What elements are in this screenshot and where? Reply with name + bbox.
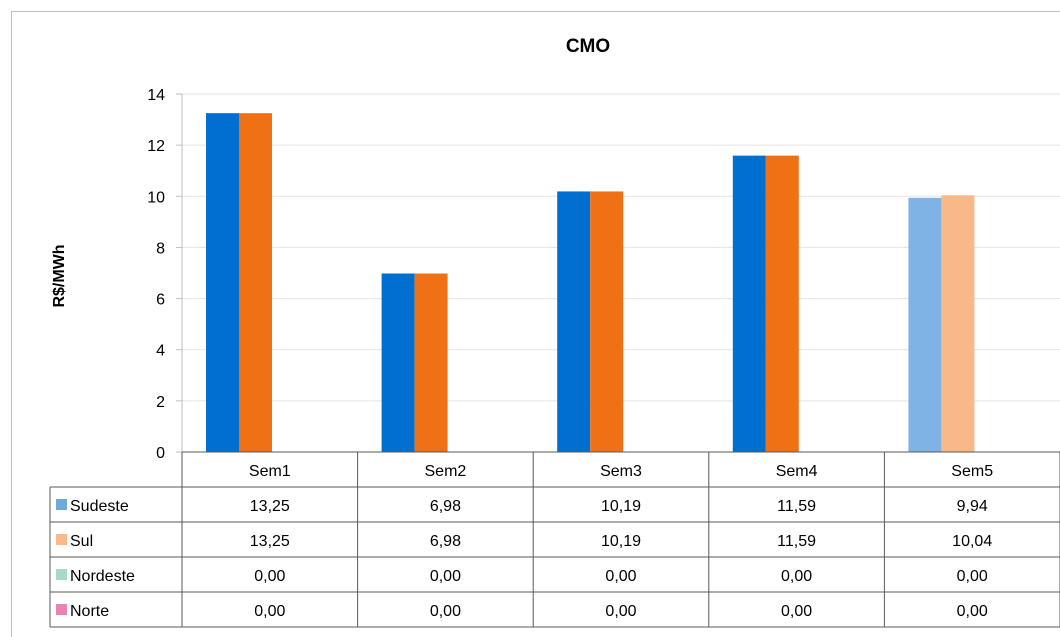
legend-label-norte: Norte (70, 603, 109, 620)
table-cell: 11,59 (777, 498, 816, 515)
x-tick-label: Sem5 (951, 463, 993, 480)
legend-swatch-nordeste (56, 569, 67, 580)
table-cell: 0,00 (957, 568, 988, 585)
bar-sul-sem2 (414, 273, 448, 452)
table-cell: 11,59 (777, 533, 816, 550)
table-cell: 0,00 (605, 603, 636, 620)
bar-sul-sem5 (941, 195, 975, 452)
chart-title: CMO (566, 36, 610, 57)
legend-swatch-norte (56, 604, 67, 615)
legend-swatch-sul (56, 534, 67, 545)
y-tick-label: 6 (156, 292, 165, 309)
bar-sul-sem3 (590, 191, 624, 453)
table-cell: 9,94 (957, 498, 988, 515)
table-cell: 6,98 (430, 533, 461, 550)
table-cell: 10,19 (601, 498, 641, 515)
chart-frame (11, 11, 1060, 637)
bars (206, 113, 975, 453)
bar-sul-sem4 (765, 155, 799, 452)
table-cell: 13,25 (250, 498, 290, 515)
bar-sudeste-sem3 (557, 191, 591, 453)
table-cell: 0,00 (781, 568, 812, 585)
x-tick-label: Sem1 (249, 463, 291, 480)
legend-swatch-sudeste (56, 499, 67, 510)
table-cell: 10,04 (952, 533, 992, 550)
table-cell: 0,00 (254, 603, 285, 620)
bar-sudeste-sem5 (908, 197, 942, 452)
table-cell: 0,00 (957, 603, 988, 620)
table-cell: 0,00 (430, 603, 461, 620)
table-cell: 6,98 (430, 498, 461, 515)
y-tick-label: 12 (147, 138, 165, 155)
x-tick-label: Sem3 (600, 463, 642, 480)
legend-label-sudeste: Sudeste (70, 498, 129, 515)
table-cell: 13,25 (250, 533, 290, 550)
y-tick-label: 0 (156, 445, 165, 462)
y-tick-label: 8 (156, 240, 165, 257)
table-cell: 10,19 (601, 533, 641, 550)
y-tick-label: 14 (147, 87, 165, 104)
y-tick-labels: 0 2 4 6 8 10 12 14 (147, 87, 165, 462)
y-tick-label: 2 (156, 394, 165, 411)
x-tick-label: Sem2 (425, 463, 467, 480)
table-cell: 0,00 (254, 568, 285, 585)
y-tick-label: 10 (147, 189, 165, 206)
data-table: Sem1 Sem2 Sem3 Sem4 Sem5 Sudeste 13,25 6,98 10,1… (49, 451, 1060, 628)
bar-sul-sem1 (239, 113, 272, 452)
legend-label-sul: Sul (70, 533, 93, 550)
y-axis-label: R$/MWh (51, 244, 68, 307)
bar-sudeste-sem4 (732, 155, 766, 452)
x-tick-label: Sem4 (776, 463, 818, 480)
table-cell: 0,00 (781, 603, 812, 620)
y-tick-label: 4 (156, 343, 165, 360)
legend-label-nordeste: Nordeste (70, 568, 135, 585)
table-cell: 0,00 (605, 568, 636, 585)
table-cell: 0,00 (430, 568, 461, 585)
bar-sudeste-sem1 (206, 113, 239, 452)
bar-sudeste-sem2 (381, 273, 415, 452)
